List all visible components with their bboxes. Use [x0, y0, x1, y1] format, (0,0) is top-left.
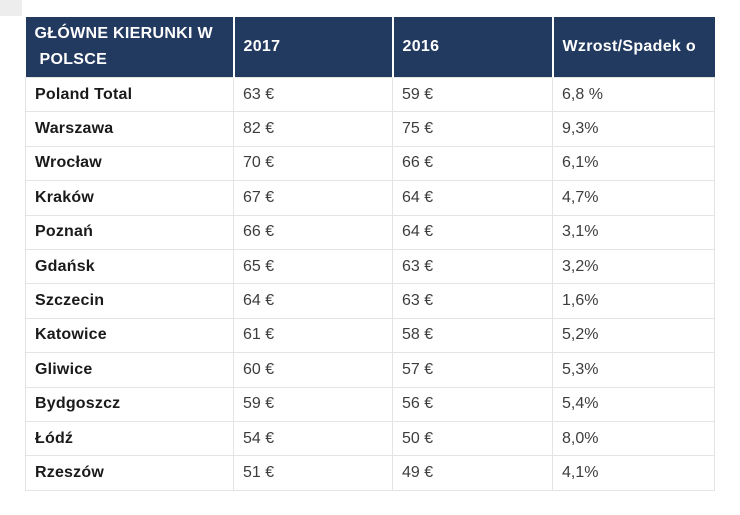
table-body: Poland Total 63 €59 €6,8 % Warszawa 82 €75 … [25, 76, 715, 491]
price-2017-cell: 65 € [233, 248, 393, 285]
price-2016-cell: 59 € [392, 76, 553, 113]
price-2016-cell: 58 € [392, 317, 553, 354]
change-cell: 5,3% [552, 352, 715, 388]
table-row: Katowice 61 €58 €5,2% [25, 317, 715, 354]
header-destination-line2: POLSCE [39, 51, 108, 68]
table-row: Poland Total 63 €59 €6,8 % [25, 76, 715, 113]
header-destination: GŁÓWNE KIERUNKI W POLSCE [25, 17, 235, 78]
price-2017-cell: 82 € [233, 111, 393, 147]
change-cell: 5,4% [552, 386, 715, 422]
header-destination-line1: GŁÓWNE KIERUNKI W [34, 25, 213, 42]
price-2016-cell: 66 € [392, 145, 553, 182]
destination-cell: Gdańsk [25, 248, 234, 285]
price-2017-cell: 66 € [233, 214, 393, 250]
destination-cell: Bydgoszcz [25, 386, 234, 422]
destination-cell: Katowice [25, 317, 234, 354]
header-2017: 2017 [233, 17, 394, 78]
change-cell: 4,7% [552, 180, 715, 216]
change-cell: 9,3% [552, 111, 715, 147]
price-2017-cell: 51 € [233, 455, 393, 491]
destination-cell: Gliwice [25, 352, 234, 388]
price-2017-cell: 54 € [233, 420, 393, 457]
table-row: Kraków 67 €64 €4,7% [25, 180, 715, 216]
table-row: Gdańsk 65 €63 €3,2% [25, 248, 715, 285]
price-2017-cell: 64 € [233, 283, 393, 319]
header-change: Wzrost/Spadek o [552, 17, 715, 78]
price-2016-cell: 75 € [392, 111, 553, 147]
table-row: Wrocław 70 €66 €6,1% [25, 145, 715, 182]
price-2016-cell: 64 € [392, 214, 553, 250]
destination-cell: Poland Total [25, 76, 234, 113]
price-2016-cell: 63 € [392, 283, 553, 319]
price-2016-cell: 57 € [392, 352, 553, 388]
hotel-price-table: GŁÓWNE KIERUNKI W POLSCE 2017 2016 Wzros… [25, 17, 715, 491]
price-table-container: GŁÓWNE KIERUNKI W POLSCE 2017 2016 Wzros… [25, 17, 715, 491]
table-row: Bydgoszcz 59 €56 €5,4% [25, 386, 715, 422]
change-cell: 6,1% [552, 145, 715, 182]
change-cell: 3,2% [552, 248, 715, 285]
corner-artifact [0, 0, 22, 16]
price-2017-cell: 61 € [233, 317, 393, 354]
header-2016: 2016 [392, 17, 554, 78]
price-2016-cell: 50 € [392, 420, 553, 457]
destination-cell: Rzeszów [25, 455, 234, 491]
price-2016-cell: 56 € [392, 386, 553, 422]
change-cell: 3,1% [552, 214, 715, 250]
table-row: Rzeszów 51 €49 €4,1% [25, 455, 715, 491]
destination-cell: Szczecin [25, 283, 234, 319]
destination-cell: Kraków [25, 180, 234, 216]
table-row: Szczecin 64 €63 €1,6% [25, 283, 715, 319]
table-row: Poznań 66 €64 €3,1% [25, 214, 715, 250]
price-2016-cell: 64 € [392, 180, 553, 216]
destination-cell: Poznań [25, 214, 234, 250]
table-row: Łódź 54 €50 €8,0% [25, 420, 715, 457]
destination-cell: Warszawa [25, 111, 234, 147]
price-2017-cell: 67 € [233, 180, 393, 216]
change-cell: 5,2% [552, 317, 715, 354]
change-cell: 8,0% [552, 420, 715, 457]
table-row: Gliwice 60 €57 €5,3% [25, 352, 715, 388]
price-2017-cell: 63 € [233, 76, 393, 113]
price-2017-cell: 59 € [233, 386, 393, 422]
price-2016-cell: 63 € [392, 248, 553, 285]
price-2017-cell: 60 € [233, 352, 393, 388]
change-cell: 1,6% [552, 283, 715, 319]
price-2017-cell: 70 € [233, 145, 393, 182]
change-cell: 4,1% [552, 455, 715, 491]
table-header: GŁÓWNE KIERUNKI W POLSCE 2017 2016 Wzros… [25, 17, 715, 78]
price-2016-cell: 49 € [392, 455, 553, 491]
table-row: Warszawa 82 €75 €9,3% [25, 111, 715, 147]
header-row: GŁÓWNE KIERUNKI W POLSCE 2017 2016 Wzros… [25, 17, 715, 78]
change-cell: 6,8 % [552, 76, 715, 113]
destination-cell: Łódź [25, 420, 234, 457]
destination-cell: Wrocław [25, 145, 234, 182]
